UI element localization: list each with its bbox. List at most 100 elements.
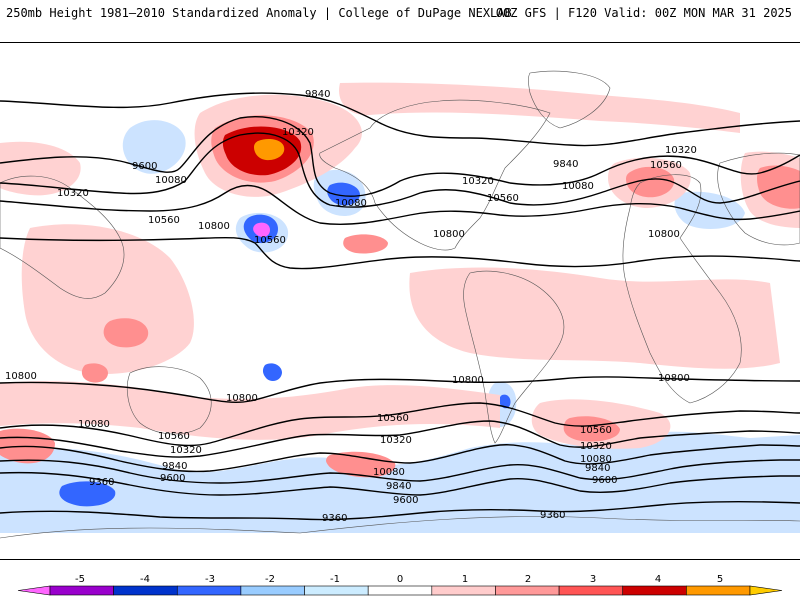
greenland-coast bbox=[528, 70, 611, 129]
colorbar-swatch bbox=[49, 585, 114, 596]
contour-label: 10560 bbox=[158, 431, 190, 442]
colorbar-tick-label: -2 bbox=[265, 574, 275, 585]
contour-10080-south bbox=[0, 444, 800, 473]
contour-label: 10560 bbox=[487, 193, 519, 204]
colorbar-swatch bbox=[367, 585, 433, 596]
colorbar-swatch bbox=[622, 585, 687, 596]
contour-label: 10800 bbox=[433, 229, 465, 240]
contour-label: 10560 bbox=[650, 160, 682, 171]
anomaly-area-south-band bbox=[0, 431, 800, 533]
asia-coast bbox=[0, 175, 125, 299]
colorbar-tick-label: -4 bbox=[140, 574, 150, 585]
colorbar-max-arrow bbox=[749, 585, 783, 596]
colorbar-swatch bbox=[304, 585, 369, 596]
colorbar-tick-label: 2 bbox=[525, 574, 531, 585]
colorbar-swatch bbox=[686, 585, 751, 596]
colorbar-tick-label: -1 bbox=[330, 574, 340, 585]
colorbar-swatch bbox=[176, 585, 242, 596]
asia-coast-east bbox=[717, 152, 800, 246]
contour-label: 10320 bbox=[665, 145, 697, 156]
contour-label: 10800 bbox=[226, 393, 258, 404]
map-title: 250mb Height 1981–2010 Standardized Anom… bbox=[6, 6, 512, 20]
colorbar-swatch bbox=[558, 585, 624, 596]
contour-label: 10080 bbox=[373, 467, 405, 478]
contour-label: 10080 bbox=[562, 181, 594, 192]
contour-label: 10320 bbox=[380, 435, 412, 446]
contour-label: 9360 bbox=[89, 477, 114, 488]
antarctica-coast bbox=[0, 516, 800, 539]
contour-label: 10320 bbox=[462, 176, 494, 187]
australia-coast bbox=[127, 366, 212, 435]
model-run-info: 00Z GFS | F120 Valid: 00Z MON MAR 31 202… bbox=[495, 6, 792, 20]
contour-10320-south bbox=[0, 420, 800, 458]
contour-label: 10560 bbox=[580, 425, 612, 436]
colorbar-swatch bbox=[240, 585, 305, 596]
europe-africa-coast bbox=[622, 174, 742, 404]
contour-9840-north bbox=[0, 92, 800, 147]
north-america-coast bbox=[319, 99, 551, 251]
anomaly-area-south-pacific-belt bbox=[0, 381, 500, 440]
contour-label: 9360 bbox=[322, 513, 347, 524]
colorbar-tick-label: 3 bbox=[590, 574, 596, 585]
contour-label: 9840 bbox=[585, 463, 610, 474]
map-panel[interactable]: 9840 10320 9600 10080 10320 10560 10800 … bbox=[0, 42, 800, 560]
anomaly-area-atlantic bbox=[409, 267, 780, 369]
colorbar-tick-label: 5 bbox=[717, 574, 723, 585]
contour-label: 10800 bbox=[452, 375, 484, 386]
contour-label: 10320 bbox=[282, 127, 314, 138]
colorbar-swatch bbox=[431, 585, 496, 596]
colorbar-tick-label: -3 bbox=[205, 574, 215, 585]
contour-label: 10800 bbox=[198, 221, 230, 232]
colorbar-swatch bbox=[113, 585, 178, 596]
negative-anomaly-shading bbox=[0, 120, 800, 533]
colorbar-swatches bbox=[17, 585, 783, 596]
anomaly-area-europe bbox=[674, 191, 745, 229]
anomaly-area-west-pacific bbox=[21, 224, 194, 374]
positive-anomaly-shading bbox=[0, 82, 800, 478]
anomaly-area-north-atlantic bbox=[339, 82, 740, 133]
anomaly-colorbar: -5 -4 -3 -2 -1 0 1 2 3 4 5 bbox=[17, 574, 783, 596]
contour-label: 10560 bbox=[148, 215, 180, 226]
colorbar-min-arrow bbox=[17, 585, 51, 596]
anomaly-area-north-pacific bbox=[122, 120, 186, 174]
colorbar-tick-label: 4 bbox=[655, 574, 661, 585]
contour-label: 10800 bbox=[648, 229, 680, 240]
contour-label: 10080 bbox=[335, 198, 367, 209]
colorbar-tick-label: -5 bbox=[75, 574, 85, 585]
contour-10800-equatorial bbox=[0, 236, 800, 270]
contour-10560-south bbox=[0, 402, 800, 447]
contour-9360-south bbox=[0, 500, 800, 521]
coastlines bbox=[0, 70, 800, 539]
contour-9600-south bbox=[0, 471, 800, 496]
contour-label: 9600 bbox=[592, 475, 617, 486]
contour-label: 10080 bbox=[580, 454, 612, 465]
contour-label: 9840 bbox=[162, 461, 187, 472]
contour-label: 10320 bbox=[57, 188, 89, 199]
contour-label: 10800 bbox=[5, 371, 37, 382]
contour-label: 10560 bbox=[254, 235, 286, 246]
contour-9840-south bbox=[0, 459, 800, 484]
contour-label: 10080 bbox=[78, 419, 110, 430]
contour-10560-north bbox=[0, 184, 800, 225]
south-america-coast bbox=[463, 270, 565, 444]
anomaly-map[interactable]: 9840 10320 9600 10080 10320 10560 10800 … bbox=[0, 43, 800, 559]
contour-label: 9840 bbox=[305, 89, 330, 100]
contour-labels: 9840 10320 9600 10080 10320 10560 10800 … bbox=[5, 89, 697, 524]
contour-label: 9600 bbox=[160, 473, 185, 484]
contour-label: 9360 bbox=[540, 510, 565, 521]
colorbar-tick-label: 0 bbox=[397, 574, 403, 585]
contour-label: 10320 bbox=[580, 441, 612, 452]
contour-label: 10080 bbox=[155, 175, 187, 186]
contour-label: 9840 bbox=[386, 481, 411, 492]
contour-10800-south bbox=[0, 376, 800, 403]
contour-10320-north bbox=[0, 132, 800, 208]
contour-label: 10800 bbox=[658, 373, 690, 384]
contour-label: 10320 bbox=[170, 445, 202, 456]
colorbar-ticks: -5 -4 -3 -2 -1 0 1 2 3 4 5 bbox=[75, 574, 723, 585]
colorbar-tick-label: 1 bbox=[462, 574, 468, 585]
contour-label: 9600 bbox=[393, 495, 418, 506]
height-contours bbox=[0, 92, 800, 521]
colorbar-swatch bbox=[495, 585, 560, 596]
contour-10080-north bbox=[0, 116, 800, 197]
contour-label: 10560 bbox=[377, 413, 409, 424]
